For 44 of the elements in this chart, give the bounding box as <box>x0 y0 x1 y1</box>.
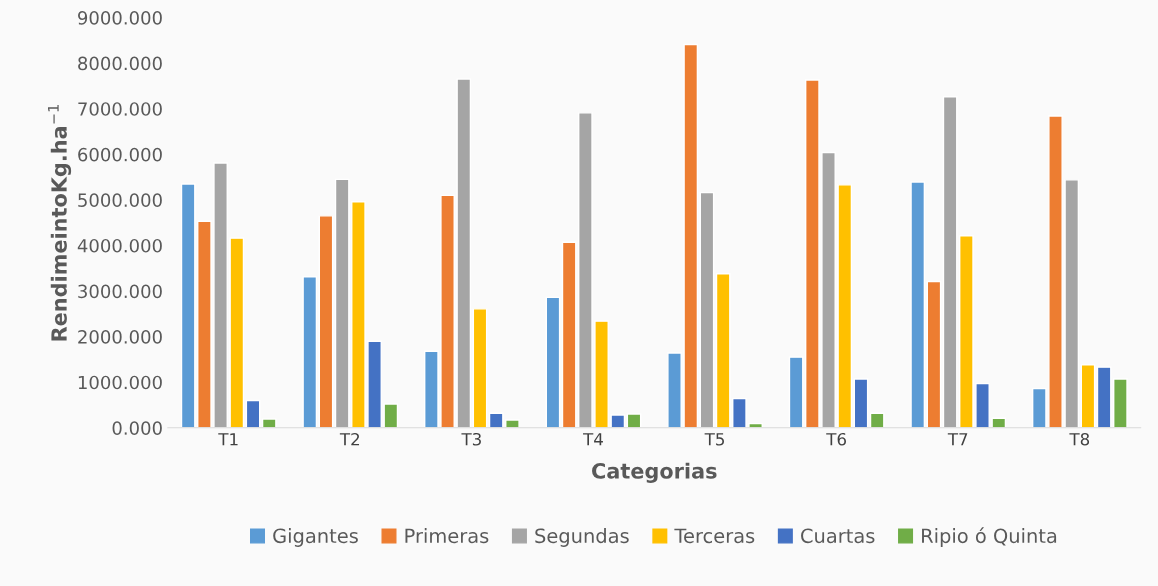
x-tick-label: T2 <box>339 432 360 446</box>
bar <box>318 215 334 428</box>
x-axis-title: Categorias <box>592 462 717 483</box>
legend-label: Segundas <box>535 528 629 547</box>
legend-label: Cuartas <box>801 528 875 544</box>
bar <box>699 191 715 428</box>
legend-label: Ripio ó Quinta <box>922 527 1057 547</box>
bar <box>1080 364 1096 428</box>
bar <box>926 280 942 428</box>
y-tick-label: 0.000 <box>112 421 162 435</box>
legend-label: Terceras <box>674 528 755 544</box>
legend-label: Primeras <box>405 528 489 544</box>
y-axis-title: RendimeintoKg.ha$^{−1}$ <box>48 105 72 341</box>
bar <box>561 241 577 428</box>
bar <box>302 276 318 428</box>
y-tick-label: 9000.000 <box>78 11 162 25</box>
bar <box>910 181 926 428</box>
bar <box>853 378 869 428</box>
bar <box>261 418 277 428</box>
bar <box>472 308 488 428</box>
x-tick-label: T1 <box>218 433 238 446</box>
y-tick-label: 4000.000 <box>77 238 162 253</box>
x-tick-label: T3 <box>461 432 481 446</box>
bar <box>245 399 261 428</box>
bar <box>1096 366 1112 428</box>
x-tick-label: T6 <box>826 432 846 446</box>
y-tick-label: 5000.000 <box>78 193 162 208</box>
y-tick-label: 3000.000 <box>78 284 162 299</box>
bar <box>545 296 561 428</box>
y-tick-label: 7000.000 <box>78 102 162 116</box>
legend-label: Gigantes <box>273 528 358 547</box>
x-tick-label: T5 <box>704 433 724 446</box>
bar <box>869 412 885 428</box>
bar <box>626 413 642 428</box>
y-tick-label: 1000.000 <box>78 375 162 390</box>
bar <box>942 96 958 428</box>
bar <box>788 356 804 428</box>
x-tick-label: T7 <box>947 433 968 446</box>
y-tick-label: 6000.000 <box>78 147 162 162</box>
y-tick-label: 2000.000 <box>78 330 162 344</box>
y-tick-label: 8000.000 <box>78 56 162 71</box>
bar <box>1113 378 1128 428</box>
x-tick-label: T4 <box>583 433 603 446</box>
x-tick-label: T8 <box>1069 432 1090 446</box>
